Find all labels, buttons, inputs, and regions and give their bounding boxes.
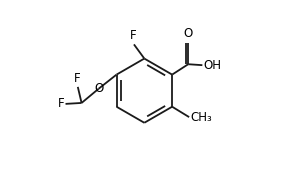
Text: O: O xyxy=(94,82,103,95)
Text: O: O xyxy=(184,27,193,40)
Text: F: F xyxy=(57,97,64,110)
Text: OH: OH xyxy=(203,59,221,72)
Text: F: F xyxy=(74,72,80,85)
Text: F: F xyxy=(130,29,136,42)
Text: CH₃: CH₃ xyxy=(190,111,212,124)
